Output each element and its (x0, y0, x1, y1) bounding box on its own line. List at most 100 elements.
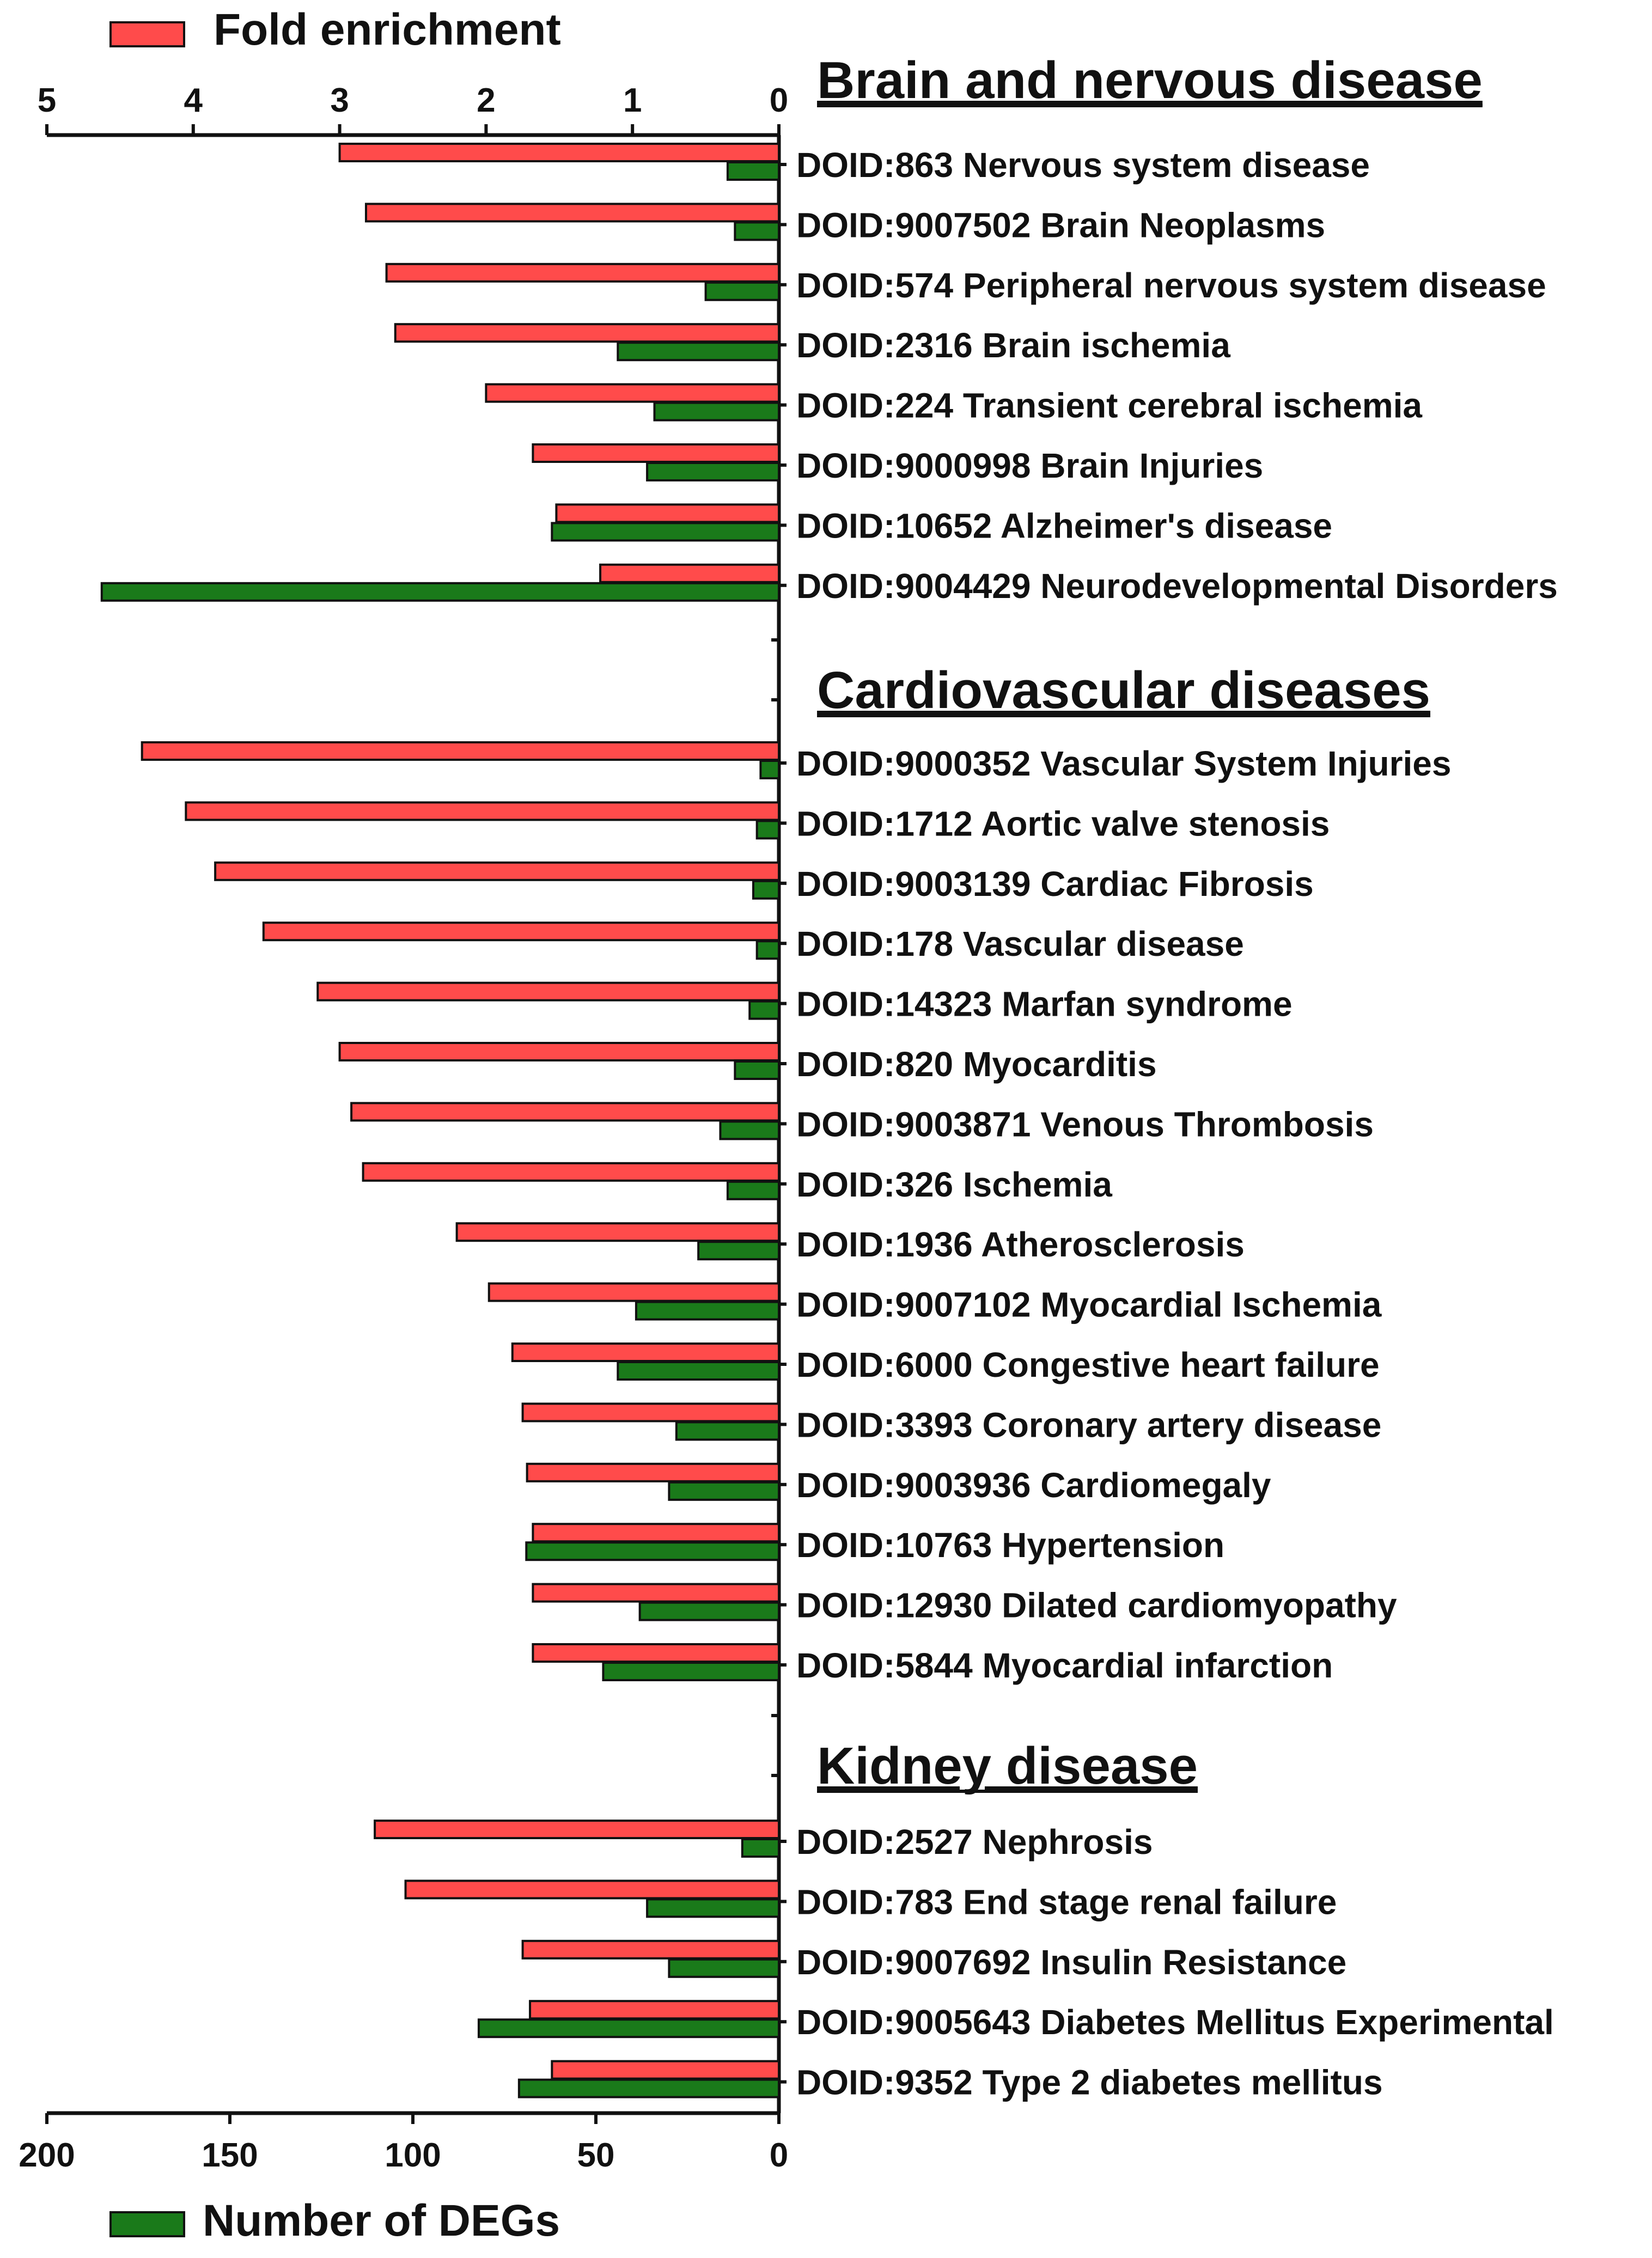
fold-enrichment-bar (364, 203, 780, 223)
fold-enrichment-bar (532, 1643, 781, 1663)
bar-row: DOID:14323 Marfan syndrome (316, 981, 1293, 1024)
degs-bar (675, 1421, 780, 1441)
degs-bar (100, 582, 780, 602)
bar-row: DOID:9000352 Vascular System Injuries (141, 741, 1451, 783)
bar-row: DOID:9007692 Insulin Resistance (521, 1939, 1346, 1982)
degs-bar (759, 760, 781, 779)
fold-enrichment-bar (521, 1939, 780, 1960)
degs-bar (741, 1838, 781, 1858)
bar-row: DOID:9005643 Diabetes Mellitus Experimen… (477, 2000, 1554, 2042)
degs-bar (719, 1120, 780, 1140)
fold-enrichment-bar (599, 563, 780, 583)
fold-enrichment-bar (521, 1402, 780, 1423)
fold-enrichment-bar (338, 1042, 780, 1061)
top-tick-label: 1 (623, 82, 642, 119)
category-label: DOID:2316 Brain ischemia (796, 326, 1230, 365)
category-label: DOID:863 Nervous system disease (796, 145, 1370, 185)
category-label: DOID:9007502 Brain Neoplasms (796, 205, 1325, 245)
fold-enrichment-bar (404, 1879, 780, 1900)
category-label: DOID:574 Peripheral nervous system disea… (796, 266, 1546, 305)
category-label: DOID:2527 Nephrosis (796, 1822, 1153, 1862)
fold-enrichment-bar (350, 1102, 780, 1122)
category-label: DOID:9007102 Myocardial Ischemia (796, 1285, 1382, 1325)
bar-row: DOID:2316 Brain ischemia (394, 323, 1230, 365)
fold-enrichment-bar (316, 981, 780, 1002)
degs-bar (646, 462, 780, 481)
fold-enrichment-bar (551, 2060, 780, 2080)
top-tick-label: 4 (184, 82, 203, 119)
fold-enrichment-bar (485, 383, 780, 403)
category-label: DOID:9007692 Insulin Resistance (796, 1943, 1346, 1982)
bottom-tick-label: 100 (385, 2137, 441, 2174)
bar-row: DOID:9007502 Brain Neoplasms (364, 203, 1325, 245)
fold-enrichment-bar (526, 1462, 780, 1482)
bar-row: DOID:9003871 Venous Thrombosis (350, 1102, 1374, 1144)
section-title: Kidney disease (817, 1737, 1198, 1795)
fold-enrichment-bar (532, 443, 781, 463)
degs-bar (726, 161, 781, 181)
top-tick-label: 3 (330, 82, 349, 119)
bar-row: DOID:1936 Atherosclerosis (455, 1222, 1245, 1264)
category-label: DOID:9003871 Venous Thrombosis (796, 1104, 1374, 1144)
bar-row: DOID:783 End stage renal failure (404, 1879, 1337, 1921)
degs-bar (726, 1180, 781, 1200)
fold-enrichment-bar (555, 503, 780, 523)
bar-row: DOID:178 Vascular disease (262, 921, 1244, 963)
chart-sections: Brain and nervous disease DOID:863 Nervou… (100, 51, 1558, 2102)
degs-bar (635, 1301, 781, 1321)
bar-row: DOID:863 Nervous system disease (338, 143, 1370, 185)
fold-enrichment-bar (455, 1222, 780, 1242)
section-0: Brain and nervous disease DOID:863 Nervou… (100, 51, 1558, 606)
legend-number-of-degs: Number of DEGs (109, 2196, 560, 2245)
bar-row: DOID:1712 Aortic valve stenosis (185, 801, 1330, 843)
legend-fold-swatch (109, 21, 185, 47)
bar-row: DOID:326 Ischemia (362, 1162, 1112, 1204)
legend-fold-label: Fold enrichment (214, 5, 561, 54)
category-label: DOID:12930 Dilated cardiomyopathy (796, 1586, 1397, 1625)
degs-bar (755, 940, 781, 960)
bar-row: DOID:9352 Type 2 diabetes mellitus (517, 2060, 1383, 2102)
bottom-tick-label: 150 (202, 2137, 258, 2174)
degs-bar (617, 341, 780, 362)
legend-fold-enrichment: Fold enrichment (109, 5, 561, 54)
fold-enrichment-bar (385, 263, 780, 283)
degs-bar (704, 281, 780, 301)
degs-bar (755, 820, 781, 840)
bar-row: DOID:9004429 Neurodevelopmental Disorder… (100, 563, 1558, 606)
fold-enrichment-bar (214, 861, 780, 881)
degs-bar (525, 1541, 780, 1561)
bar-row: DOID:5844 Myocardial infarction (532, 1643, 1333, 1685)
bar-row: DOID:9000998 Brain Injuries (532, 443, 1263, 485)
bar-row: DOID:820 Myocarditis (338, 1042, 1157, 1084)
bar-row: DOID:9003139 Cardiac Fibrosis (214, 861, 1314, 904)
fold-enrichment-bar (374, 1820, 780, 1839)
category-label: DOID:10763 Hypertension (796, 1525, 1224, 1565)
top-tick-label: 5 (38, 82, 56, 119)
degs-bar (668, 1481, 781, 1501)
fold-enrichment-bar (362, 1162, 780, 1182)
degs-bar (617, 1361, 780, 1381)
degs-bar (602, 1662, 780, 1681)
category-label: DOID:9000998 Brain Injuries (796, 446, 1263, 485)
bottom-tick-label: 50 (577, 2137, 615, 2174)
top-axis-ticks: 5 4 3 2 1 0 (38, 82, 788, 135)
category-label: DOID:10652 Alzheimer's disease (796, 506, 1332, 545)
bar-row: DOID:224 Transient cerebral ischemia (485, 383, 1422, 425)
fold-enrichment-bar (141, 741, 781, 761)
category-label: DOID:9004429 Neurodevelopmental Disorder… (796, 566, 1558, 606)
bottom-tick-label: 0 (770, 2137, 788, 2174)
section-2: Kidney disease DOID:2527 Nephrosis DOID:78… (374, 1714, 1554, 2102)
degs-bar (668, 1958, 781, 1978)
section-1: Cardiovascular diseases DOID:9000352 Vasc… (141, 638, 1451, 1685)
degs-bar (646, 1898, 780, 1918)
category-label: DOID:1712 Aortic valve stenosis (796, 804, 1330, 843)
fold-enrichment-bar (532, 1523, 781, 1543)
legend-degs-label: Number of DEGs (203, 2196, 560, 2245)
bar-row: DOID:2527 Nephrosis (374, 1820, 1153, 1862)
fold-enrichment-bar (532, 1583, 781, 1603)
fold-enrichment-bar (394, 323, 780, 343)
category-label: DOID:3393 Coronary artery disease (796, 1405, 1381, 1444)
category-label: DOID:6000 Congestive heart failure (796, 1345, 1380, 1384)
top-tick-label: 2 (477, 82, 495, 119)
bar-row: DOID:12930 Dilated cardiomyopathy (532, 1583, 1397, 1625)
